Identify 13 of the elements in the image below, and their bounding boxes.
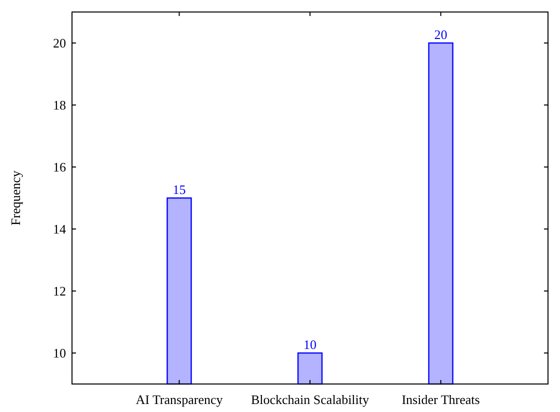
data-label: 10 xyxy=(304,337,316,352)
y-tick-label: 16 xyxy=(53,160,66,175)
x-tick-label: AI Transparency xyxy=(136,392,224,407)
y-tick-label: 14 xyxy=(53,222,66,237)
y-tick-label: 12 xyxy=(53,284,66,299)
x-tick-label: Blockchain Scalability xyxy=(250,392,370,407)
y-tick-label: 18 xyxy=(53,98,66,113)
y-tick-label: 10 xyxy=(53,346,66,361)
data-label: 15 xyxy=(172,182,186,197)
x-tick-label: Insider Threats xyxy=(402,392,480,407)
data-label: 20 xyxy=(434,27,448,42)
y-tick-label: 20 xyxy=(53,36,66,51)
y-axis-title: Frequency xyxy=(8,170,23,226)
